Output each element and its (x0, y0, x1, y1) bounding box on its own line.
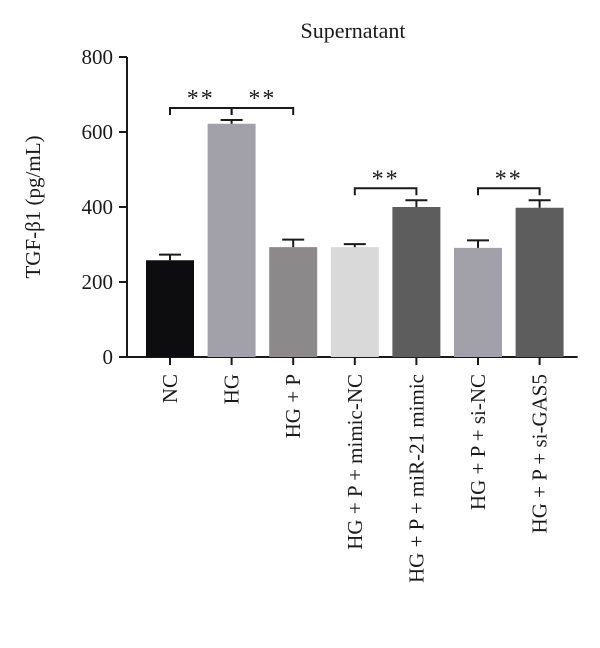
significance-label: ** (372, 166, 400, 192)
bar (454, 247, 502, 357)
axes: 0 200 400 600 800 (82, 45, 578, 369)
bar (269, 247, 318, 357)
y-tick-label: 400 (82, 195, 114, 219)
significance-bracket (230, 107, 295, 115)
category-label: HG + P + si-NC (466, 374, 490, 510)
significance-bracket (353, 187, 418, 196)
significance-label: ** (248, 86, 276, 112)
category-label: HG + P (281, 374, 305, 438)
category-label: HG (220, 374, 244, 404)
bar (207, 123, 256, 357)
significance-label: ** (187, 86, 215, 112)
chart-title: Supernatant (300, 18, 405, 43)
bar (146, 260, 194, 357)
category-label: HG + P + si-GAS5 (528, 374, 552, 533)
y-axis-label: TGF-β1 (pg/mL) (21, 135, 45, 278)
y-tick-label: 800 (82, 45, 114, 69)
bar (515, 207, 564, 357)
category-label: HG + P + mimic-NC (343, 374, 367, 550)
category-label: NC (158, 374, 182, 403)
error-bars (159, 119, 551, 261)
significance-bracket (477, 187, 541, 196)
significance-label: ** (495, 166, 523, 192)
bar (392, 207, 441, 357)
category-label: HG + P + miR-21 mimic (404, 374, 428, 583)
bars (146, 123, 564, 357)
significance-brackets: ** ** ** ** (169, 86, 541, 196)
y-tick-label: 200 (82, 270, 114, 294)
y-tick-label: 600 (82, 120, 114, 144)
bar (330, 247, 379, 357)
category-labels: NC HG HG + P HG + P + mimic-NC HG + P + miR-… (158, 374, 552, 583)
y-tick-label: 0 (103, 345, 114, 369)
